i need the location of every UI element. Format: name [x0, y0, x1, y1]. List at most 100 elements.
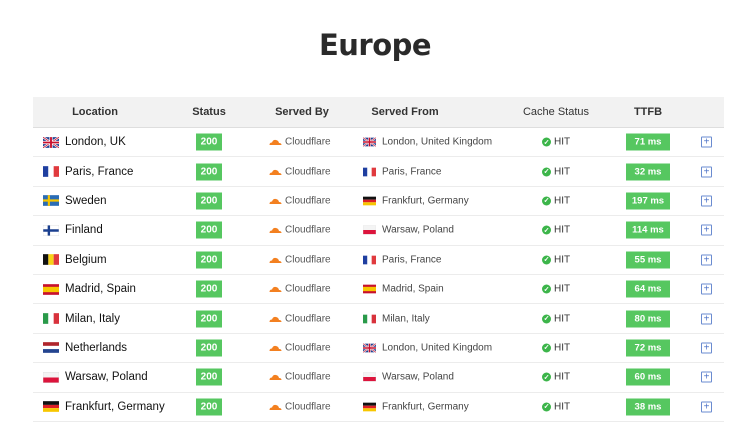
- table-row: Paris, France 200 Cloudflare Paris, Fran…: [33, 157, 724, 187]
- results-table: Location Status Served By Served From Ca…: [33, 97, 724, 422]
- flag-fr-icon: [363, 255, 376, 265]
- status-badge: 200: [196, 221, 222, 239]
- location-cell: Warsaw, Poland: [43, 371, 148, 383]
- ttfb-badge: 71 ms: [626, 133, 670, 151]
- served-from-cell: Madrid, Spain: [363, 284, 444, 295]
- served-from-cell: Warsaw, Poland: [363, 372, 454, 383]
- cache-status: HIT: [554, 254, 571, 266]
- cache-status: HIT: [554, 313, 571, 325]
- served-by-name: Cloudflare: [285, 371, 331, 383]
- served-from-name: Milan, Italy: [382, 313, 430, 325]
- flag-gb-icon: [363, 137, 376, 147]
- location-cell: Madrid, Spain: [43, 283, 136, 295]
- status-badge: 200: [196, 133, 222, 151]
- served-by-cell: Cloudflare: [268, 284, 331, 295]
- served-by-cell: Cloudflare: [268, 313, 331, 324]
- cache-status-cell: ✓ HIT: [542, 137, 570, 148]
- location-cell: London, UK: [43, 136, 126, 148]
- served-by-name: Cloudflare: [285, 136, 331, 148]
- expand-plus-icon[interactable]: +: [701, 166, 712, 178]
- flag-be-icon: [43, 254, 59, 266]
- expand-plus-icon[interactable]: +: [701, 371, 712, 383]
- served-from-name: London, United Kingdom: [382, 136, 493, 148]
- cloudflare-icon: [269, 257, 282, 263]
- status-badge: 200: [196, 310, 222, 328]
- served-by-name: Cloudflare: [285, 195, 331, 207]
- cloudflare-icon: [269, 404, 282, 410]
- expand-plus-icon[interactable]: +: [701, 342, 712, 354]
- ttfb-badge: 32 ms: [626, 163, 670, 181]
- cache-status: HIT: [554, 342, 571, 354]
- status-badge: 200: [196, 163, 222, 181]
- expand-plus-icon[interactable]: +: [701, 195, 712, 207]
- header-served-from: Served From: [371, 106, 439, 118]
- served-by-name: Cloudflare: [285, 283, 331, 295]
- header-location: Location: [72, 106, 118, 118]
- cloudflare-icon: [269, 228, 282, 234]
- cache-status: HIT: [554, 195, 571, 207]
- expand-plus-icon[interactable]: +: [701, 254, 712, 266]
- check-circle-icon: ✓: [542, 372, 551, 382]
- table-row: Milan, Italy 200 Cloudflare Milan, Italy…: [33, 304, 724, 334]
- served-by-name: Cloudflare: [285, 224, 331, 236]
- served-by-cell: Cloudflare: [268, 342, 331, 353]
- check-circle-icon: ✓: [542, 314, 551, 324]
- flag-gb-icon: [43, 136, 59, 148]
- cache-status-cell: ✓ HIT: [542, 313, 570, 324]
- served-by-cell: Cloudflare: [268, 254, 331, 265]
- flag-it-icon: [363, 314, 376, 323]
- cache-status-cell: ✓ HIT: [542, 254, 570, 265]
- flag-it-icon: [43, 313, 59, 324]
- flag-nl-icon: [43, 342, 59, 354]
- location-name: London, UK: [65, 136, 126, 149]
- header-served-by: Served By: [275, 106, 329, 118]
- cache-status: HIT: [554, 283, 571, 295]
- check-circle-icon: ✓: [542, 167, 551, 177]
- table-header: Location Status Served By Served From Ca…: [33, 97, 724, 128]
- cloudflare-icon: [269, 375, 282, 381]
- served-by-cell: Cloudflare: [268, 225, 331, 236]
- cache-status-cell: ✓ HIT: [542, 195, 570, 206]
- flag-pl-icon: [363, 372, 376, 382]
- ttfb-badge: 114 ms: [626, 221, 670, 239]
- header-status: Status: [192, 106, 226, 118]
- expand-plus-icon[interactable]: +: [701, 283, 712, 295]
- status-badge: 200: [196, 192, 222, 210]
- served-by-name: Cloudflare: [285, 313, 331, 325]
- expand-plus-icon[interactable]: +: [701, 224, 712, 236]
- cloudflare-icon: [269, 198, 282, 204]
- flag-de-icon: [363, 196, 376, 206]
- location-cell: Belgium: [43, 254, 107, 266]
- expand-plus-icon[interactable]: +: [701, 313, 712, 325]
- expand-plus-icon[interactable]: +: [701, 136, 712, 148]
- ttfb-badge: 64 ms: [626, 280, 670, 298]
- expand-plus-icon[interactable]: +: [701, 401, 712, 413]
- check-circle-icon: ✓: [542, 137, 551, 147]
- cache-status: HIT: [554, 371, 571, 383]
- ttfb-badge: 197 ms: [626, 192, 670, 210]
- served-from-name: Paris, France: [382, 166, 442, 178]
- cloudflare-icon: [269, 345, 282, 351]
- served-from-cell: Warsaw, Poland: [363, 225, 454, 236]
- cache-status-cell: ✓ HIT: [542, 284, 570, 295]
- cache-status-cell: ✓ HIT: [542, 225, 570, 236]
- location-name: Milan, Italy: [65, 312, 120, 325]
- served-from-name: Warsaw, Poland: [382, 371, 454, 383]
- flag-fr-icon: [363, 167, 376, 176]
- served-from-cell: Frankfurt, Germany: [363, 195, 469, 206]
- cache-status-cell: ✓ HIT: [542, 372, 570, 383]
- check-circle-icon: ✓: [542, 402, 551, 412]
- served-by-cell: Cloudflare: [268, 401, 331, 412]
- check-circle-icon: ✓: [542, 225, 551, 235]
- ttfb-badge: 72 ms: [626, 339, 670, 357]
- check-circle-icon: ✓: [542, 196, 551, 206]
- status-badge: 200: [196, 398, 222, 416]
- table-row: Sweden 200 Cloudflare Frankfurt, Germany…: [33, 187, 724, 217]
- location-cell: Sweden: [43, 195, 107, 207]
- cache-status-cell: ✓ HIT: [542, 401, 570, 412]
- location-name: Paris, France: [65, 165, 134, 178]
- table-row: Finland 200 Cloudflare Warsaw, Poland ✓ H…: [33, 216, 724, 246]
- location-cell: Milan, Italy: [43, 313, 120, 325]
- cloudflare-icon: [269, 140, 282, 146]
- check-circle-icon: ✓: [542, 284, 551, 294]
